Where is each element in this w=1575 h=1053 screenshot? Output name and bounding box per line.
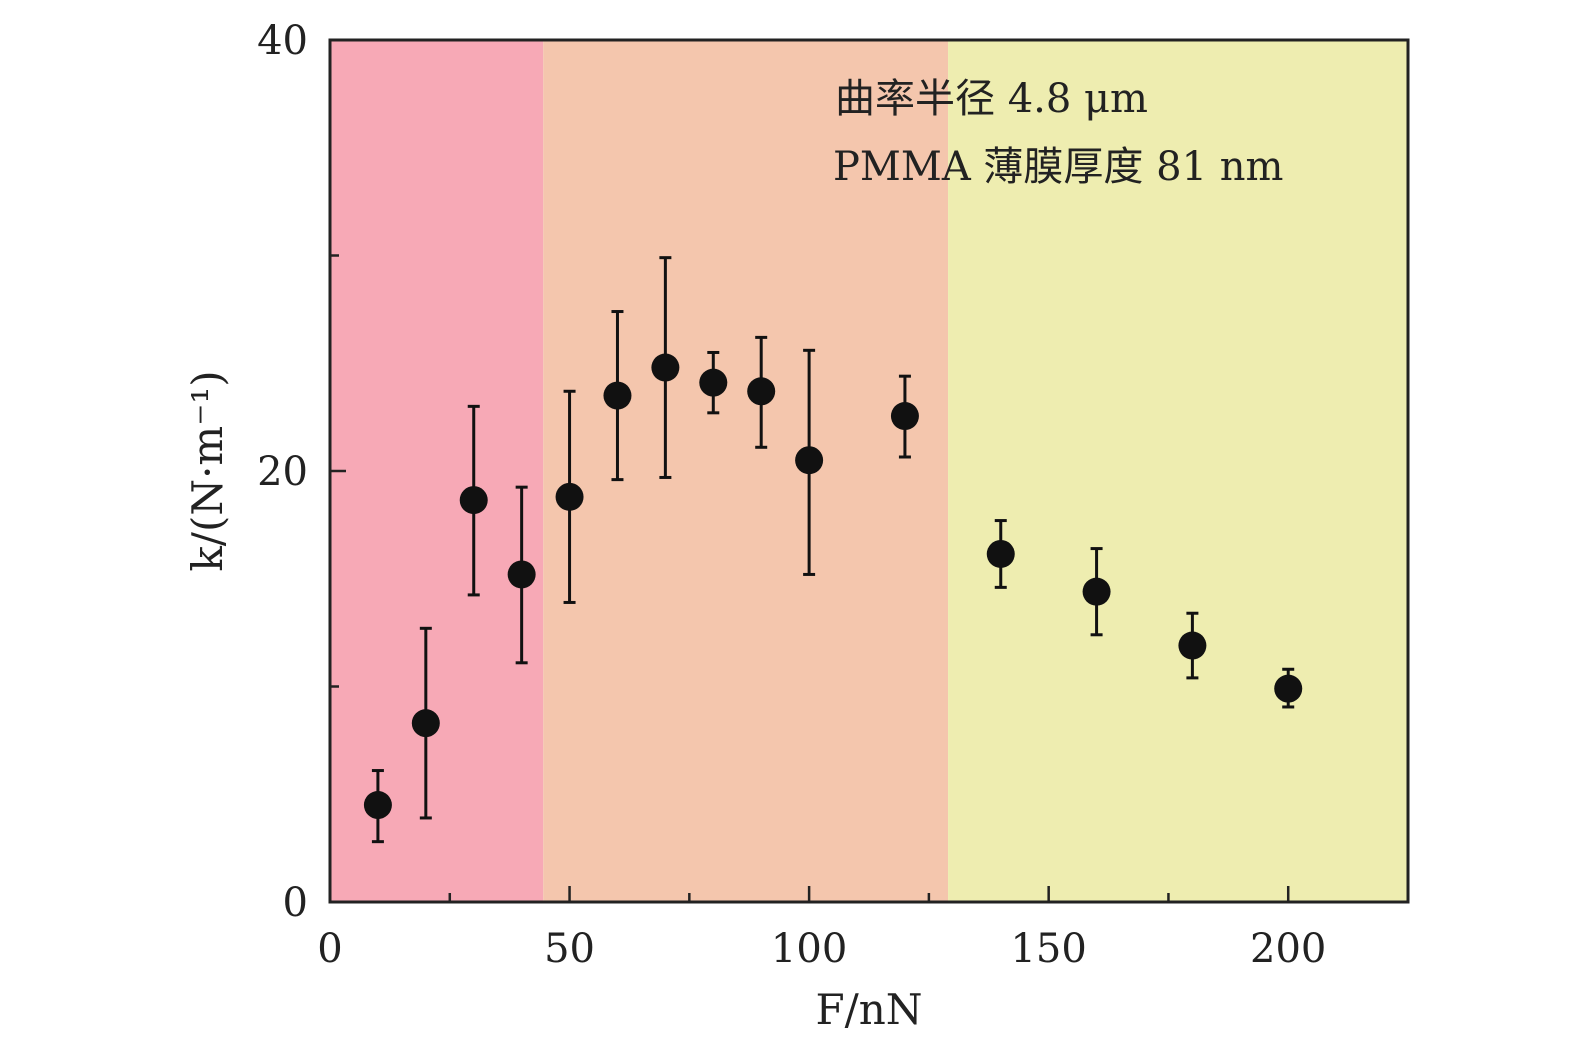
data-point [1082, 577, 1111, 606]
x-tick-label: 150 [1010, 926, 1086, 972]
x-tick-label: 0 [317, 926, 342, 972]
data-point [890, 402, 919, 431]
data-point [411, 709, 440, 738]
data-point [986, 539, 1015, 568]
x-tick-label: 200 [1250, 926, 1326, 972]
data-point [459, 486, 488, 515]
data-point [1178, 631, 1207, 660]
y-tick-label: 40 [257, 18, 308, 64]
shaded-region-0 [330, 40, 544, 902]
data-points [363, 353, 1303, 820]
y-tick-label: 0 [283, 880, 308, 926]
shaded-regions [330, 40, 1408, 902]
data-point [747, 377, 776, 406]
data-point [651, 353, 680, 382]
y-tick-label: 20 [257, 449, 308, 495]
shaded-region-2 [948, 40, 1408, 902]
data-point [699, 368, 728, 397]
x-tick-label: 100 [771, 926, 847, 972]
axis-ticks [328, 38, 1290, 904]
data-point [363, 791, 392, 820]
shaded-region-1 [543, 40, 949, 902]
data-point [555, 482, 584, 511]
x-tick-label: 50 [544, 926, 595, 972]
data-point [507, 560, 536, 589]
y-axis-title: k/(N·m⁻¹) [183, 370, 232, 571]
x-axis-title: F/nN [815, 985, 922, 1034]
tick-labels: 0 50 100 150 200 0 20 40 [257, 18, 1326, 972]
data-point [603, 381, 632, 410]
data-point [1274, 674, 1303, 703]
data-point [795, 446, 824, 475]
annotation-radius: 曲率半径 4.8 μm [835, 76, 1148, 122]
annotation-film-thickness: PMMA 薄膜厚度 81 nm [833, 144, 1283, 190]
